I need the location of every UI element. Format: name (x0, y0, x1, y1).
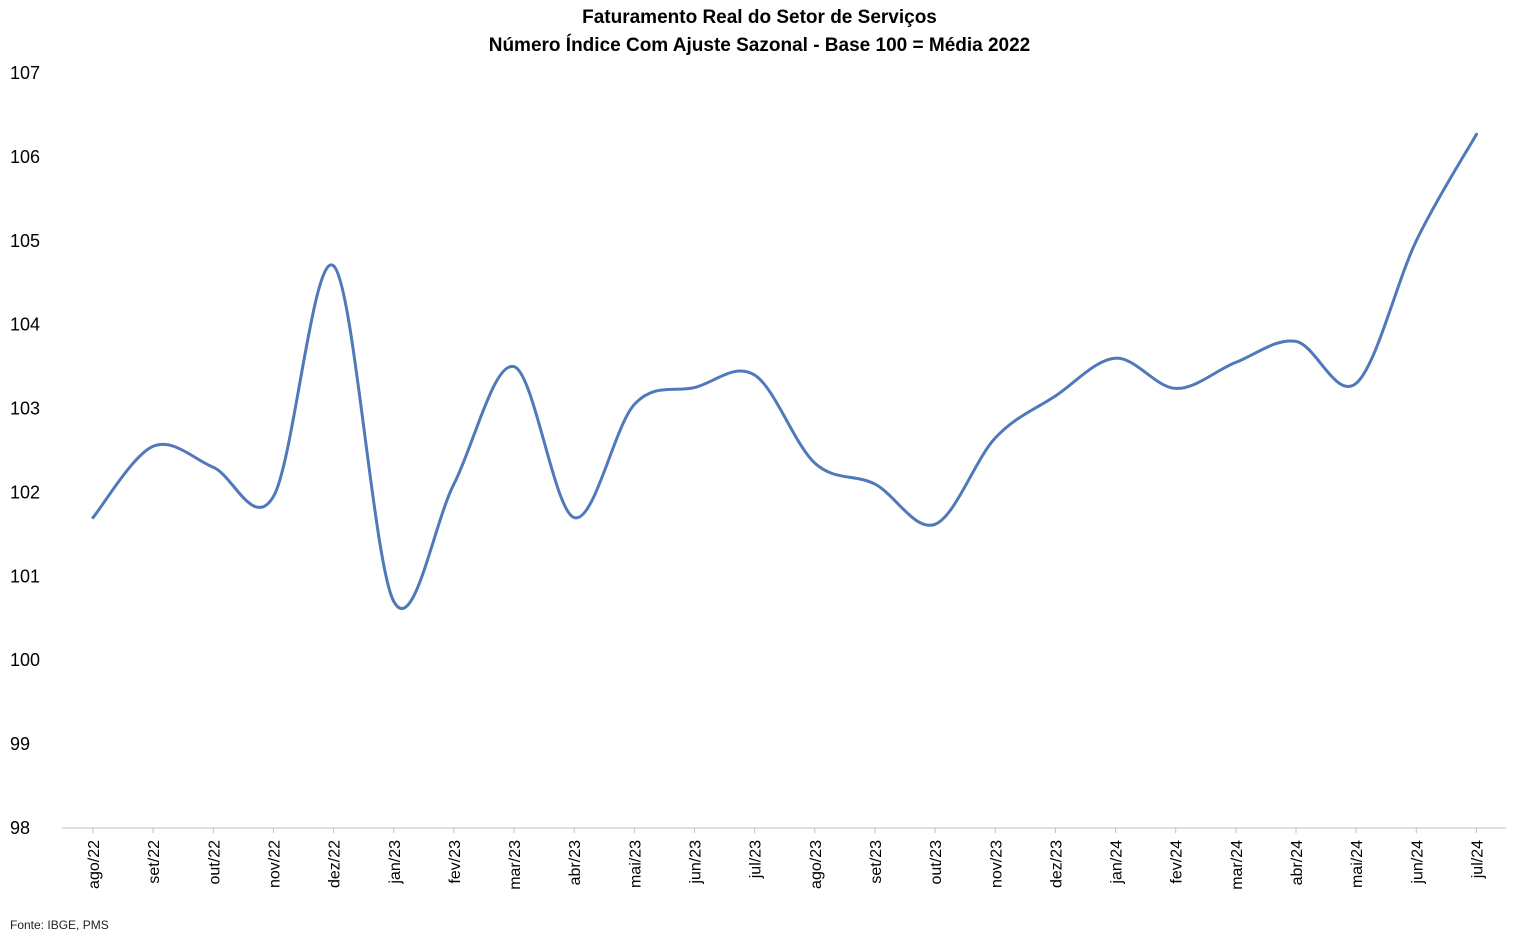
data-point (91, 516, 95, 520)
data-point (271, 495, 275, 499)
y-tick-label: 103 (10, 399, 40, 419)
data-point (452, 482, 456, 486)
data-point (1294, 339, 1298, 343)
y-tick-label: 106 (10, 147, 40, 167)
y-tick-label: 104 (10, 315, 40, 335)
data-point (1474, 132, 1478, 136)
x-tick-label: out/22 (206, 840, 223, 885)
data-point (1354, 381, 1358, 385)
x-tick-label: jan/23 (387, 840, 404, 885)
data-point (1174, 386, 1178, 390)
x-tick-label: mar/24 (1229, 840, 1246, 890)
x-tick-label: jun/24 (1409, 840, 1426, 885)
data-point (211, 465, 215, 469)
data-point (572, 516, 576, 520)
data-point (993, 436, 997, 440)
data-point (1414, 239, 1418, 243)
x-tick-label: set/22 (146, 840, 163, 884)
y-tick-label: 101 (10, 566, 40, 586)
y-tick-label: 102 (10, 482, 40, 502)
x-axis: ago/22 set/22 out/22 nov/22 dez/22 jan/23 fev/… (86, 828, 1486, 890)
x-tick-label: abr/23 (567, 840, 584, 885)
y-tick-label: 98 (10, 818, 30, 838)
x-tick-label: nov/22 (266, 840, 283, 888)
y-tick-label: 100 (10, 650, 40, 670)
chart-title: Faturamento Real do Setor de Serviços (582, 7, 937, 28)
x-tick-label: ago/23 (808, 840, 825, 889)
data-point (693, 386, 697, 390)
series-line (91, 132, 1478, 611)
x-tick-label: ago/22 (86, 840, 103, 889)
x-tick-label: jan/24 (1109, 840, 1126, 885)
x-tick-label: abr/24 (1289, 840, 1306, 885)
x-tick-label: out/23 (928, 840, 945, 885)
data-point (512, 365, 516, 369)
chart-subtitle: Número Índice Com Ajuste Sazonal - Base … (488, 35, 1031, 56)
x-tick-label: fev/24 (1169, 840, 1186, 884)
data-point (873, 482, 877, 486)
y-axis: 98 99 100 101 102 103 104 105 106 107 (10, 63, 40, 838)
x-tick-label: mar/23 (507, 840, 524, 890)
x-tick-label: fev/23 (447, 840, 464, 884)
x-tick-label: mai/24 (1349, 840, 1366, 888)
data-point (1114, 356, 1118, 360)
data-point (151, 444, 155, 448)
data-point (1053, 394, 1057, 398)
source-note: Fonte: IBGE, PMS (10, 918, 109, 932)
y-tick-label: 105 (10, 231, 40, 251)
data-point (933, 522, 937, 526)
x-tick-label: jun/23 (688, 840, 705, 885)
data-point (632, 402, 636, 406)
y-tick-label: 99 (10, 734, 30, 754)
data-point (1234, 360, 1238, 364)
x-tick-label: jul/23 (748, 840, 765, 879)
data-point (813, 461, 817, 465)
x-tick-label: dez/23 (1048, 840, 1065, 888)
data-point (332, 264, 336, 268)
x-tick-label: mai/23 (627, 840, 644, 888)
data-point (753, 373, 757, 377)
y-tick-label: 107 (10, 63, 40, 83)
data-point (392, 600, 396, 604)
x-tick-label: nov/23 (988, 840, 1005, 888)
x-tick-label: dez/22 (327, 840, 344, 888)
x-tick-label: set/23 (868, 840, 885, 884)
x-tick-label: jul/24 (1469, 840, 1486, 879)
